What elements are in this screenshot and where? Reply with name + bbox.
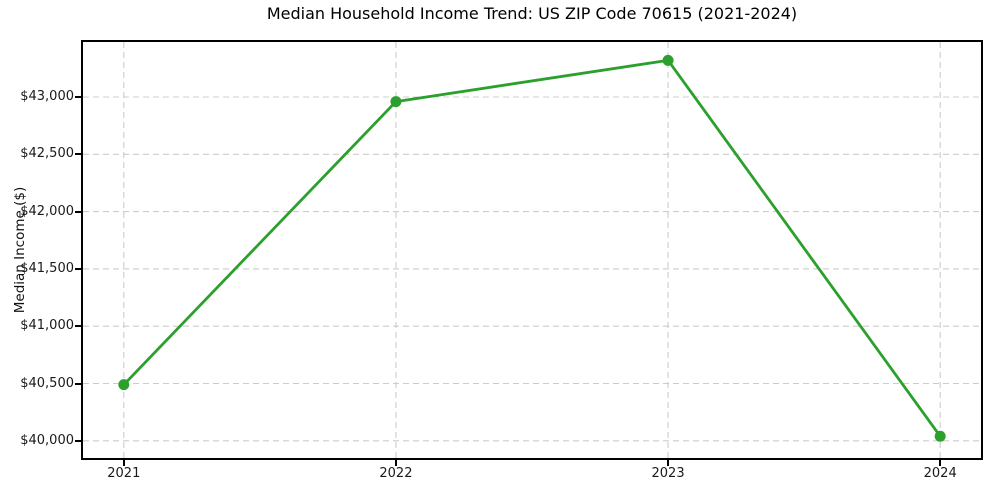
- y-tick-label: $41,000: [20, 318, 74, 334]
- chart-title: Median Household Income Trend: US ZIP Co…: [266, 4, 798, 23]
- data-point-marker: [662, 54, 674, 66]
- data-point-marker: [118, 379, 130, 391]
- data-point-marker: [390, 96, 402, 108]
- y-tick-label: $42,500: [20, 146, 74, 162]
- x-tick-label: 2022: [379, 466, 413, 481]
- x-tick-label: 2024: [923, 466, 957, 481]
- x-tick-mark: [939, 460, 942, 466]
- y-tick-label: $42,000: [20, 203, 74, 219]
- x-tick-mark: [394, 460, 397, 466]
- x-tick-mark: [667, 460, 670, 466]
- y-tick-label: $43,000: [20, 89, 74, 104]
- y-tick-mark: [75, 382, 81, 385]
- y-tick-label: $40,000: [20, 432, 74, 448]
- data-point-marker: [934, 430, 946, 442]
- y-tick-mark: [75, 210, 81, 213]
- x-tick-mark: [122, 460, 125, 466]
- y-tick-mark: [75, 96, 81, 98]
- y-tick-mark: [75, 267, 81, 270]
- y-tick-label: $41,500: [20, 260, 74, 276]
- y-tick-mark: [75, 325, 81, 328]
- income-trend-line: [122, 58, 942, 438]
- line-chart: [83, 42, 981, 458]
- plot-area: [81, 40, 983, 460]
- y-tick-mark: [75, 439, 81, 442]
- x-tick-label: 2023: [651, 466, 685, 481]
- y-tick-label: $40,500: [20, 375, 74, 391]
- y-tick-mark: [75, 153, 81, 156]
- x-tick-label: 2021: [107, 466, 141, 481]
